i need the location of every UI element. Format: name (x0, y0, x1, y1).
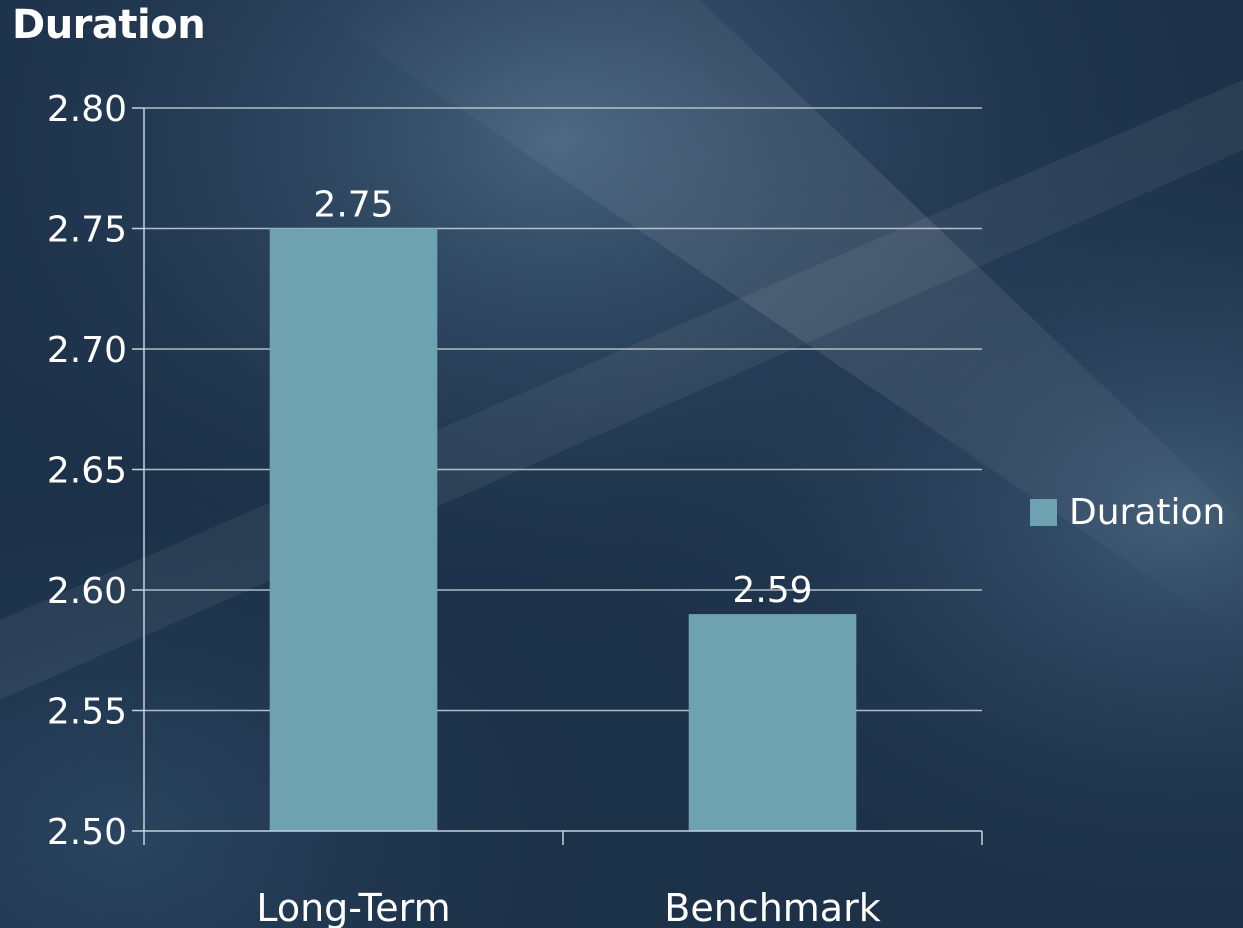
x-tick-label: Long-Term (256, 886, 450, 928)
y-tick-label: 2.60 (47, 571, 127, 612)
y-tick-label: 2.65 (47, 451, 127, 492)
legend-swatch (1030, 499, 1057, 526)
labels: 2.50 2.55 2.60 2.65 2.70 2.75 2.80 2.75 Long-Ter… (47, 89, 881, 928)
y-tick-label: 2.75 (47, 210, 127, 251)
legend: Duration (1030, 492, 1225, 533)
y-tick-label: 2.80 (47, 89, 127, 130)
x-tick-label: Benchmark (664, 886, 880, 928)
chart-title: Duration (12, 2, 206, 48)
y-tick-label: 2.55 (47, 692, 127, 733)
axes (132, 107, 983, 845)
bars (269, 228, 857, 831)
y-tick-label: 2.50 (47, 812, 127, 853)
bar-benchmark (688, 614, 857, 831)
data-label: 2.75 (313, 185, 393, 226)
legend-label: Duration (1069, 492, 1226, 533)
data-label: 2.59 (732, 570, 812, 611)
y-tick-label: 2.70 (47, 330, 127, 371)
bar-long-term (269, 228, 438, 831)
